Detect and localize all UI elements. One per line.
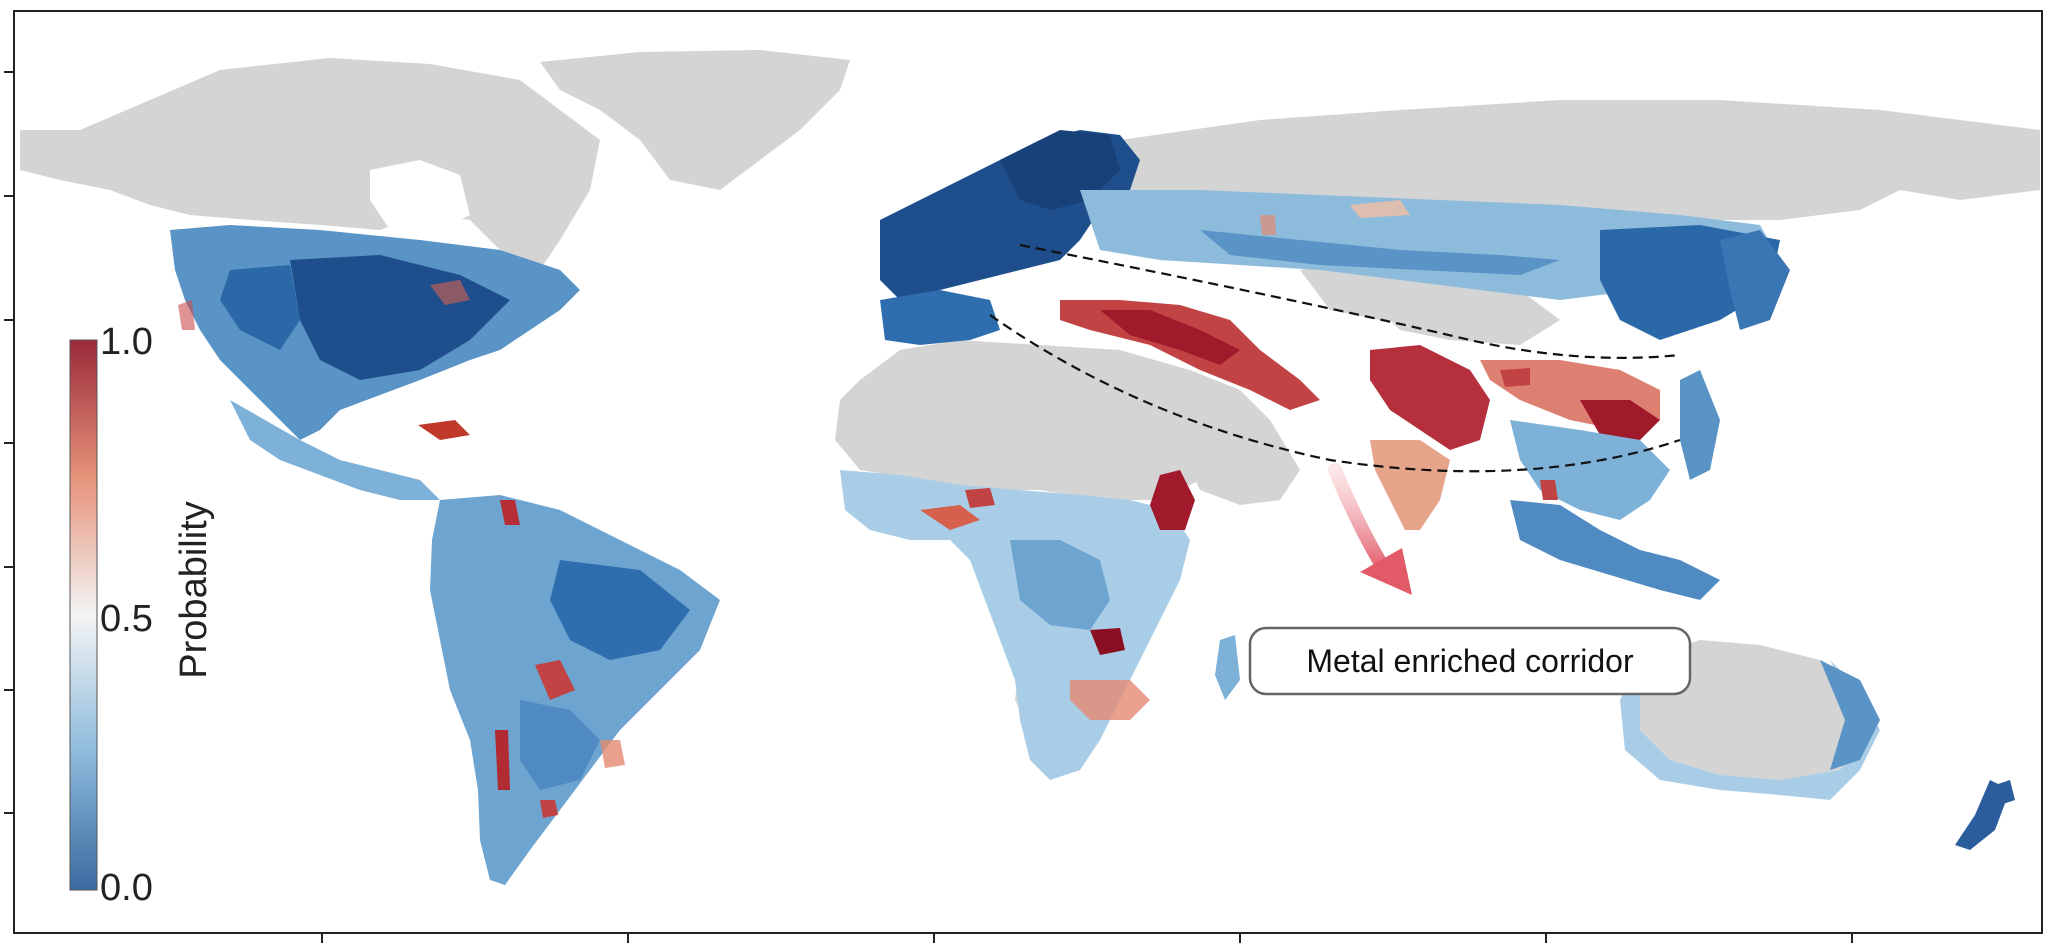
colorbar-tick-mid: 0.5	[100, 598, 153, 640]
corridor-callout: Metal enriched corridor	[1248, 626, 1692, 696]
colorbar-title: Probability	[173, 501, 215, 678]
colorbar-tick-min: 0.0	[100, 867, 153, 909]
africa	[840, 470, 1240, 780]
europe	[880, 130, 1140, 345]
sahara-arabia	[835, 340, 1270, 500]
colorbar-tick-max: 1.0	[100, 321, 153, 363]
north-america	[170, 225, 580, 500]
colorbar-gradient	[69, 339, 98, 891]
axis-ticks	[4, 71, 1853, 943]
metal-enriched-corridor-region	[1060, 300, 1660, 450]
colorbar: 1.0 0.5 0.0 Probability	[69, 321, 215, 909]
corridor-arrow	[1328, 463, 1412, 595]
russia-asia	[1080, 190, 1780, 340]
south-america	[430, 495, 720, 885]
australia-interior	[1640, 640, 1870, 780]
south-asia	[1370, 230, 1790, 600]
northern-russia	[1000, 100, 2040, 220]
hudson-bay	[370, 160, 470, 235]
oceania	[1620, 660, 2015, 850]
arabia	[1160, 390, 1300, 505]
corridor-lower-boundary	[989, 314, 1681, 473]
corridor-callout-label: Metal enriched corridor	[1306, 643, 1634, 679]
corridor-boundary-lines	[989, 243, 1681, 473]
greenland	[540, 50, 850, 190]
corridor-upper-boundary	[1019, 243, 1681, 359]
land-no-data	[20, 50, 2040, 780]
